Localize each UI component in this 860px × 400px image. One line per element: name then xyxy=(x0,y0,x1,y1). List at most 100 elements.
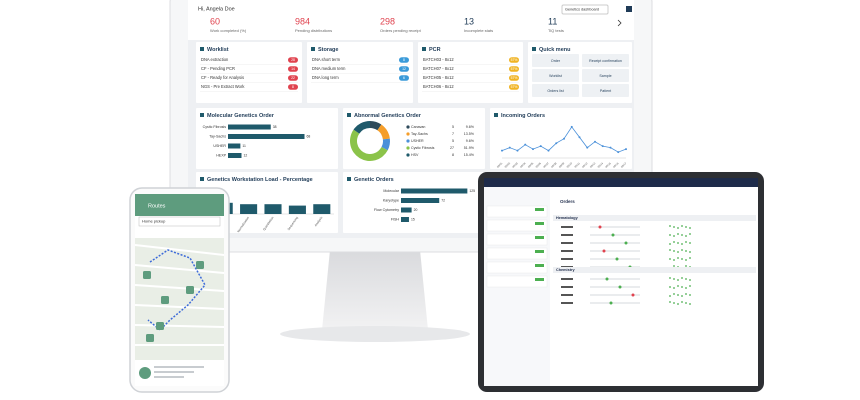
category-label: Flow Cytometry xyxy=(374,208,399,212)
row-label xyxy=(561,258,573,260)
value-label: 125 xyxy=(469,189,475,193)
trend-dot xyxy=(685,293,687,295)
map-pin xyxy=(186,286,194,294)
quick-button[interactable] xyxy=(532,54,579,67)
trend-dot xyxy=(685,235,687,237)
panel-icon xyxy=(311,47,315,51)
trend-dot xyxy=(673,265,675,267)
range-dot xyxy=(618,285,622,289)
range-dot xyxy=(605,277,609,281)
badge-text: 57% xyxy=(511,85,518,89)
row-label xyxy=(561,294,573,296)
trend-dot xyxy=(689,303,691,305)
panel-icon xyxy=(532,47,536,51)
trend-dot xyxy=(681,301,683,303)
trend-dot xyxy=(673,278,675,280)
trend-dot xyxy=(689,279,691,281)
phone: Routes Home pickup xyxy=(129,187,230,393)
line-point xyxy=(555,142,558,145)
dashboard-select[interactable] xyxy=(561,4,609,15)
storage-panel xyxy=(307,42,413,103)
kpi-value: 11 xyxy=(548,16,557,26)
chart-title: Abnormal Genetics Order xyxy=(354,113,422,119)
order-item xyxy=(486,261,548,274)
panel-icon xyxy=(200,47,204,51)
bar xyxy=(401,217,409,222)
quick-button-label: Patient xyxy=(600,89,611,93)
range-dot xyxy=(611,233,615,237)
line-point xyxy=(609,146,612,149)
bar xyxy=(240,204,258,214)
row-label xyxy=(561,302,573,304)
order-tag xyxy=(535,222,544,225)
order-tag xyxy=(535,250,544,253)
legend-count: 8 xyxy=(452,153,454,157)
map-pin xyxy=(161,296,169,304)
legend-label: HSV xyxy=(411,153,419,157)
trend-dot xyxy=(681,234,683,236)
badge-text: 6 xyxy=(403,76,405,80)
chart-panel xyxy=(490,108,632,169)
range-dot xyxy=(624,241,628,245)
worklist-title: Worklist xyxy=(207,47,229,53)
list-item: DNA long term xyxy=(312,75,339,80)
legend-swatch xyxy=(406,139,410,143)
x-tick-label: 05/16 xyxy=(612,161,620,169)
badge-text: 57% xyxy=(511,58,518,62)
quick-button[interactable] xyxy=(582,54,629,67)
list-item: BATCH05 - 8x12 xyxy=(423,75,454,80)
category-label: HEXP xyxy=(216,153,226,157)
badge xyxy=(288,57,298,63)
legend-count: 5 xyxy=(452,139,454,143)
kpi-value: 984 xyxy=(295,16,310,26)
donut-slice xyxy=(377,124,390,140)
trend-dot xyxy=(673,235,675,237)
order-tag xyxy=(535,264,544,267)
badge-text: 57% xyxy=(511,76,518,80)
phone-select[interactable] xyxy=(138,216,221,227)
trend-dot xyxy=(677,279,679,281)
quick-button[interactable] xyxy=(582,69,629,82)
legend-swatch xyxy=(406,125,410,129)
map-pin xyxy=(143,271,151,279)
order-item xyxy=(486,219,548,232)
badge-text: 12 xyxy=(402,67,406,71)
trend-dot xyxy=(673,250,675,252)
trend-dot xyxy=(677,242,679,244)
badge xyxy=(288,66,298,72)
trend-dot xyxy=(681,243,683,245)
legend-swatch xyxy=(406,153,410,157)
quick-button-label: Receipt confirmation xyxy=(589,59,622,63)
trend-dot xyxy=(685,226,687,228)
trend-dot xyxy=(689,233,691,235)
quick-button-label: Orders list xyxy=(547,89,563,93)
value-label: 15 xyxy=(411,217,415,221)
trend-dot xyxy=(677,251,679,253)
category-label: Cystic Fibrosis xyxy=(203,125,227,129)
chart-panel xyxy=(196,172,338,233)
line-point xyxy=(539,145,542,148)
trend-dot xyxy=(669,258,671,260)
trend-dot xyxy=(681,295,683,297)
quick-button[interactable] xyxy=(532,69,579,82)
line-point xyxy=(586,146,589,149)
next-arrow[interactable] xyxy=(617,19,622,27)
donut-slice xyxy=(381,138,390,151)
pcr-title: PCR xyxy=(429,47,441,53)
badge-text: 57% xyxy=(511,67,518,71)
trend-dot xyxy=(673,302,675,304)
quick-button[interactable] xyxy=(582,84,629,97)
badge xyxy=(399,57,409,63)
trend-dot xyxy=(673,259,675,261)
order-item xyxy=(486,275,548,288)
trend-dot xyxy=(689,242,691,244)
list-item: BATCH07 - 8x12 xyxy=(423,66,454,71)
chart-title: Genetic Orders xyxy=(354,177,394,183)
trend-dot xyxy=(689,257,691,259)
chart-title: Incoming Orders xyxy=(501,113,545,119)
trend-dot xyxy=(685,265,687,267)
chart-title: Molecular Genetics Order xyxy=(207,113,275,119)
badge xyxy=(399,66,409,72)
quick-button[interactable] xyxy=(532,84,579,97)
range-dot xyxy=(631,293,635,297)
